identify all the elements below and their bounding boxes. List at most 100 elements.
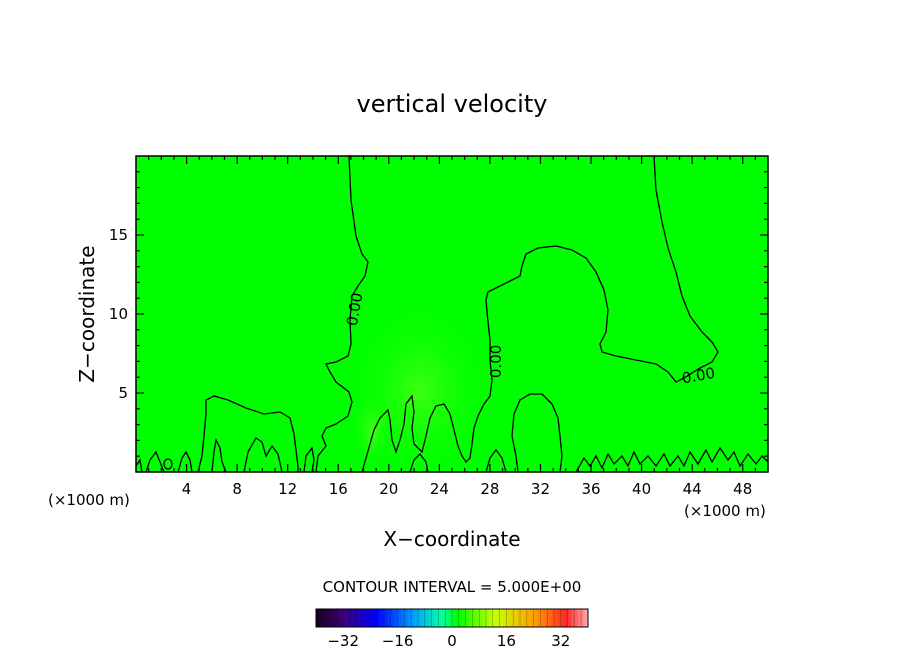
colorbar-swatch — [526, 609, 531, 627]
colorbar-swatch — [479, 609, 483, 627]
colorbar-swatch — [564, 609, 568, 627]
colorbar-swatch — [503, 609, 507, 627]
contour-label: 0.00 — [343, 291, 367, 327]
y-tick-label: 5 — [118, 384, 128, 402]
contour-label: 0.00 — [487, 345, 505, 378]
colorbar-swatch — [455, 609, 460, 627]
colorbar-swatch — [438, 609, 443, 627]
x-tick-label: 8 — [232, 480, 242, 498]
colorbar-swatch — [496, 609, 500, 627]
colorbar-swatch — [384, 609, 388, 627]
colorbar-swatch — [377, 609, 381, 627]
colorbar-swatch — [380, 609, 385, 627]
axis-ticks — [136, 156, 768, 472]
colorbar-swatch — [367, 609, 371, 627]
colorbar-swatch — [516, 609, 521, 627]
x-tick-label: 28 — [480, 480, 499, 498]
colorbar-swatch — [316, 609, 320, 627]
contour-line — [211, 437, 227, 472]
colorbar-swatch — [465, 609, 470, 627]
y-tick-label: 15 — [109, 226, 128, 244]
colorbar-swatch — [547, 609, 551, 627]
chart-title: vertical velocity — [357, 90, 548, 118]
colorbar-swatch — [554, 609, 558, 627]
plot-area: 0.00 0.00 0.00 — [135, 155, 769, 473]
colorbar-frame — [315, 608, 589, 628]
colorbar-swatch — [343, 609, 347, 627]
contour-line — [177, 450, 193, 472]
colorbar-swatch — [390, 609, 395, 627]
colorbar-swatch — [350, 609, 354, 627]
colorbar-swatch — [428, 609, 432, 627]
x-tick-label: 44 — [683, 480, 702, 498]
colorbar-swatch — [404, 609, 409, 627]
x-tick-label: 20 — [379, 480, 398, 498]
colorbar-swatch — [537, 609, 541, 627]
colorbar-swatch — [543, 609, 548, 627]
colorbar-swatch — [373, 609, 378, 627]
x-tick-label: 36 — [581, 480, 600, 498]
colorbar-tick-label: −32 — [327, 632, 359, 650]
colorbar-swatch — [414, 609, 419, 627]
colorbar-swatch — [326, 609, 330, 627]
contour-line — [303, 446, 315, 472]
colorbar-swatch — [356, 609, 361, 627]
colorbar-swatch — [394, 609, 398, 627]
colorbar-swatch — [560, 609, 565, 627]
colorbar-swatch — [574, 609, 579, 627]
colorbar-swatch — [557, 609, 562, 627]
colorbar-swatch — [424, 609, 429, 627]
colorbar-swatch — [469, 609, 473, 627]
colorbar-swatch — [520, 609, 524, 627]
x-unit-label-right: (×1000 m) — [684, 502, 766, 520]
colorbar-swatch — [530, 609, 534, 627]
colorbar-swatch — [360, 609, 364, 627]
zero-contours — [136, 156, 768, 472]
colorbar-swatch — [448, 609, 453, 627]
colorbar-swatch — [329, 609, 334, 627]
y-tick-labels: 5 10 15 — [109, 226, 128, 402]
colorbar-swatch — [431, 609, 436, 627]
x-tick-label: 4 — [182, 480, 192, 498]
contour-line — [136, 458, 143, 472]
contour-line — [575, 446, 768, 472]
colorbar-swatch — [401, 609, 405, 627]
x-tick-label: 16 — [329, 480, 348, 498]
colorbar-swatch — [363, 609, 368, 627]
x-tick-label: 12 — [278, 480, 297, 498]
contour-interval-text: CONTOUR INTERVAL = 5.000E+00 — [323, 578, 582, 596]
colorbar-swatch — [336, 609, 341, 627]
colorbar-swatch — [506, 609, 511, 627]
colorbar-swatch — [472, 609, 477, 627]
contour-line — [197, 395, 299, 472]
colorbar-swatch — [339, 609, 344, 627]
colorbar-swatch — [346, 609, 351, 627]
x-tick-label: 40 — [632, 480, 651, 498]
colorbar-swatch — [441, 609, 446, 627]
colorbar-tick-label: 32 — [551, 632, 570, 650]
contour-line — [243, 437, 283, 472]
contour-line — [315, 156, 369, 472]
colorbar-swatch — [407, 609, 412, 627]
colorbar-swatch — [435, 609, 439, 627]
colorbar-tick-labels: −32 −16 0 16 32 — [327, 632, 570, 650]
x-axis-label: X−coordinate — [383, 527, 520, 551]
updraft-shading-core — [350, 390, 394, 470]
contour-line — [511, 393, 563, 472]
x-tick-labels: 4 8 12 16 20 24 28 32 36 40 44 48 — [182, 480, 752, 498]
colorbar-swatch — [452, 609, 456, 627]
colorbar-tick-label: −16 — [382, 632, 414, 650]
colorbar-swatch — [523, 609, 528, 627]
colorbar-swatch — [353, 609, 358, 627]
colorbar-swatch — [584, 609, 589, 627]
colorbar-swatch — [458, 609, 463, 627]
contour-label: 0.00 — [680, 364, 716, 388]
colorbar-swatch — [567, 609, 572, 627]
colorbar-tick-label: 16 — [497, 632, 516, 650]
colorbar-swatch — [513, 609, 517, 627]
colorbar-swatch — [482, 609, 487, 627]
contour-line — [361, 156, 719, 472]
colorbar-swatch — [509, 609, 514, 627]
contour-line — [163, 458, 173, 470]
